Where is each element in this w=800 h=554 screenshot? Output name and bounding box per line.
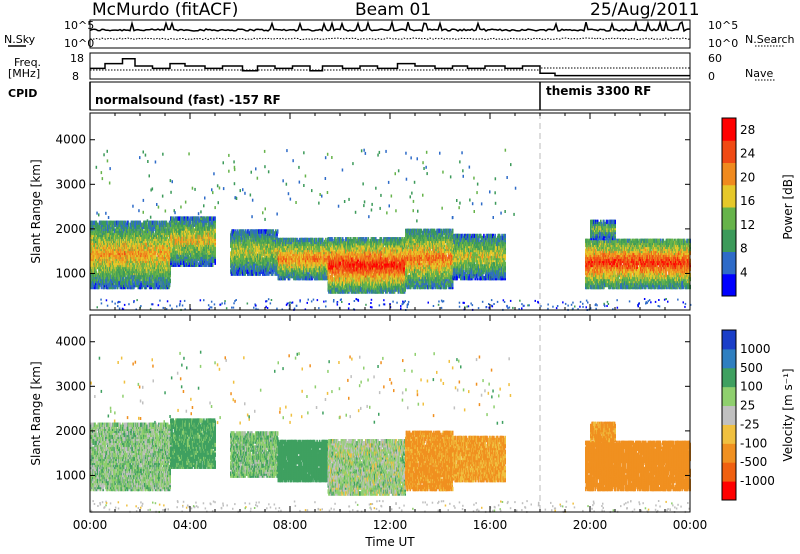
data-cell	[150, 248, 153, 254]
data-cell	[130, 274, 133, 280]
data-cell	[112, 232, 115, 238]
data-cell	[132, 276, 135, 282]
data-cell	[95, 270, 98, 276]
data-cell	[153, 262, 156, 268]
data-cell	[91, 234, 94, 240]
data-cell	[101, 220, 103, 225]
data-cell	[276, 229, 279, 234]
data-cell	[170, 246, 173, 251]
data-cell	[156, 256, 158, 262]
data-cell	[144, 232, 146, 238]
data-cell	[156, 270, 159, 276]
data-cell	[146, 238, 149, 244]
data-cell	[137, 284, 140, 290]
data-cell	[92, 220, 95, 225]
data-cell	[153, 234, 155, 240]
data-cell	[147, 250, 150, 256]
data-cell	[137, 228, 140, 234]
data-cell	[145, 220, 148, 225]
nsearch-series	[89, 37, 691, 41]
data-cell	[214, 228, 216, 233]
data-cell	[214, 248, 216, 253]
data-cell	[214, 232, 216, 237]
data-cell	[101, 260, 104, 266]
nsky-panel-frame	[89, 19, 691, 49]
data-cell	[123, 272, 126, 278]
data-cell	[161, 228, 163, 234]
data-cell	[147, 242, 150, 248]
data-cell	[128, 222, 130, 227]
nave-series	[90, 67, 690, 71]
power-cells	[90, 148, 692, 311]
data-cell	[121, 280, 123, 286]
data-cell	[125, 244, 128, 250]
data-cell	[154, 250, 156, 256]
data-cell	[121, 230, 123, 236]
data-cell	[145, 238, 147, 244]
data-cell	[106, 224, 109, 229]
data-cell	[110, 228, 113, 234]
data-cell	[169, 278, 171, 284]
data-cell	[91, 220, 93, 225]
data-cell	[180, 232, 182, 237]
data-cell	[175, 250, 178, 255]
data-cell	[123, 278, 125, 284]
data-cell	[115, 262, 117, 268]
data-cell	[136, 264, 138, 270]
data-cell	[156, 220, 159, 225]
data-cell	[145, 242, 148, 248]
data-cell	[137, 278, 140, 284]
data-cell	[167, 222, 170, 227]
data-cell	[155, 282, 157, 288]
data-cell	[128, 254, 131, 260]
data-cell	[137, 220, 140, 225]
data-cell	[125, 270, 128, 276]
freq-panel-frame	[89, 52, 691, 80]
data-cell	[151, 264, 154, 270]
data-cell	[139, 264, 141, 270]
data-cell	[114, 284, 116, 290]
data-cell	[106, 220, 108, 225]
data-cell	[214, 224, 216, 229]
data-cell	[136, 256, 139, 262]
data-cell	[155, 254, 157, 260]
nsky-series	[89, 19, 691, 33]
data-cell	[96, 222, 99, 227]
data-cell	[214, 258, 216, 263]
data-cell	[123, 262, 125, 268]
data-cell	[177, 216, 180, 221]
data-cell	[161, 220, 164, 225]
freq-series	[90, 58, 690, 77]
data-cell	[104, 220, 106, 225]
data-cell	[147, 270, 150, 276]
data-cell	[123, 250, 126, 256]
data-cell	[122, 272, 125, 278]
data-cell	[214, 216, 216, 221]
data-cell	[169, 266, 171, 272]
data-cell	[118, 242, 121, 248]
data-cell	[108, 220, 110, 225]
data-cell	[128, 270, 130, 276]
data-cell	[91, 262, 94, 268]
